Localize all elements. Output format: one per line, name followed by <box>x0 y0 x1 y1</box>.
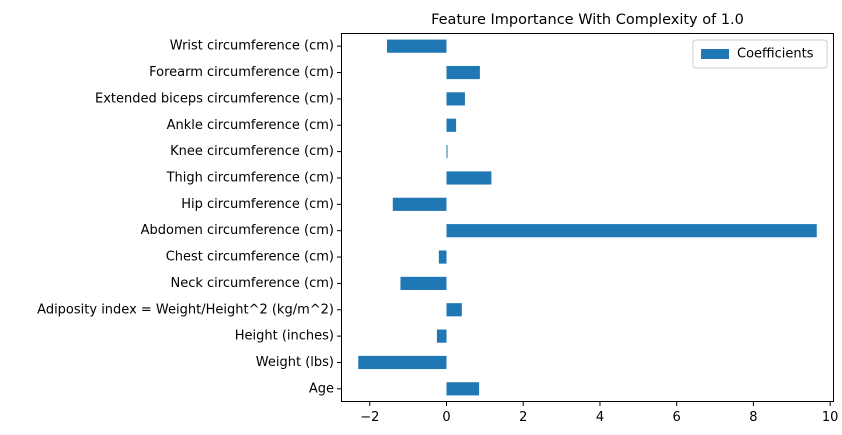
bar <box>446 303 462 317</box>
y-tick-label: Hip circumference (cm) <box>181 197 334 212</box>
bar <box>446 171 492 185</box>
x-tick-label: 0 <box>442 410 450 425</box>
y-tick-label: Ankle circumference (cm) <box>167 118 334 133</box>
y-tick-label: Age <box>309 381 334 396</box>
legend-swatch <box>701 49 729 59</box>
x-tick-label: 6 <box>673 410 681 425</box>
bar <box>436 329 447 343</box>
x-tick-label: 4 <box>596 410 604 425</box>
legend: Coefficients <box>692 39 828 69</box>
bar <box>446 118 457 132</box>
y-tick-label: Forearm circumference (cm) <box>149 65 334 80</box>
y-tick-label: Neck circumference (cm) <box>170 276 334 291</box>
y-axis-ticks: Age Weight (lbs) Height (inches) Adiposity … <box>37 39 341 396</box>
y-tick-label: Adiposity index = Weight/Height^2 (kg/m^… <box>37 302 334 317</box>
x-tick-label: 2 <box>519 410 527 425</box>
bar <box>446 382 480 396</box>
bar <box>446 92 465 106</box>
y-tick-label: Chest circumference (cm) <box>166 250 334 265</box>
bar <box>392 197 447 211</box>
bar <box>446 65 480 80</box>
x-tick-label: 10 <box>822 410 839 425</box>
y-tick-label: Extended biceps circumference (cm) <box>95 91 334 106</box>
bar <box>446 224 817 238</box>
y-tick-label: Weight (lbs) <box>256 355 334 370</box>
legend-box <box>692 39 828 69</box>
x-tick-label: 8 <box>749 410 757 425</box>
y-tick-label: Knee circumference (cm) <box>170 144 334 159</box>
bar <box>400 276 447 290</box>
y-tick-label: Thigh circumference (cm) <box>166 170 334 185</box>
plot-frame <box>341 33 834 402</box>
bar <box>446 145 448 159</box>
x-axis-ticks: −2 0 2 4 6 8 10 <box>360 402 838 425</box>
x-tick-label: −2 <box>360 410 379 425</box>
y-tick-label: Wrist circumference (cm) <box>170 39 334 54</box>
chart-title: Feature Importance With Complexity of 1.… <box>431 12 744 28</box>
bar <box>387 39 447 53</box>
y-tick-label: Height (inches) <box>235 329 334 344</box>
bars-group <box>358 39 817 396</box>
bar <box>438 250 447 264</box>
legend-label: Coefficients <box>737 47 814 62</box>
y-tick-label: Abdomen circumference (cm) <box>141 223 334 238</box>
bar <box>358 355 447 370</box>
